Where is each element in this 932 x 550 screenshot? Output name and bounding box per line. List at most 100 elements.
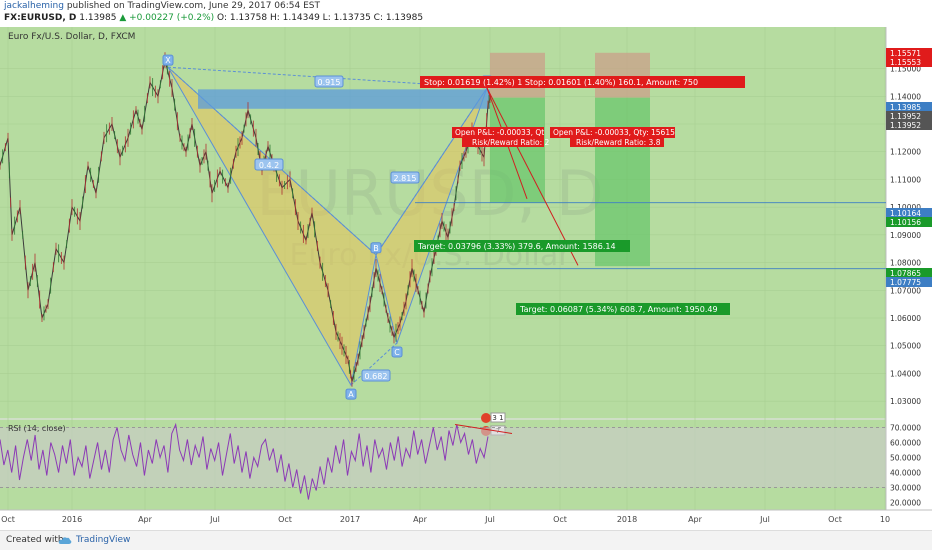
resistance-zone: [198, 89, 490, 109]
rsi-y-tick: 20.0000: [890, 499, 921, 508]
x-tick-label: Apr: [413, 515, 428, 524]
ohlc-values: O: 1.13758 H: 1.14349 L: 1.13735 C: 1.13…: [217, 13, 424, 23]
rsi-y-tick: 50.0000: [890, 454, 921, 463]
pattern-point-bg: [370, 242, 382, 254]
rr-2-bg: [570, 137, 664, 147]
ratio-label-bg: [314, 75, 344, 88]
chart-header: jackalheming published on TradingView.co…: [0, 0, 932, 27]
pattern-ac-line: [350, 342, 398, 386]
ratio-label: 0.915: [318, 78, 341, 87]
target-label-2: Target: 0.06087 (5.34%) 608.7, Amount: 1…: [519, 305, 718, 314]
ratio-label: 2.815: [394, 174, 417, 183]
x-tick-label: 2016: [62, 515, 82, 524]
stop-label: Stop: 0.01619 (1.42%) 1 Stop: 0.01601 (1…: [424, 78, 698, 87]
y-tick-label: 1.07000: [890, 286, 921, 295]
x-tick-label: Jul: [759, 515, 770, 524]
pnl-1-bg: [452, 127, 544, 138]
rr-1-bg: [462, 137, 544, 147]
price-tag: 1.07775: [890, 278, 921, 287]
price-change: ▲ +0.00227 (+0.2%): [119, 13, 215, 23]
y-tick-label: 1.06000: [890, 314, 921, 323]
pattern-point-bg: [391, 346, 403, 358]
price-tag-bg: [886, 48, 932, 58]
pattern-point-label: C: [394, 348, 400, 357]
x-tick-label: 2017: [340, 515, 360, 524]
y-tick-label: 1.15000: [890, 65, 921, 74]
price-tag-bg: [886, 102, 932, 112]
pnl-2-bg: [550, 127, 675, 138]
price-tag-bg: [886, 208, 932, 218]
target-1-bg: [414, 240, 630, 252]
rr-label-2: Risk/Reward Ratio: 3.8: [576, 138, 661, 147]
event-marker-1: [481, 413, 491, 423]
price-tag: 1.15571: [890, 49, 921, 58]
pattern-point-label: A: [348, 390, 354, 399]
x-tick-label: Jul: [209, 515, 220, 524]
chart-area[interactable]: EURUSD, D Euro Fx/U.S. Dollar Euro Fx/U.S.…: [0, 27, 932, 530]
pattern-point-label: B: [373, 244, 379, 253]
rsi-y-tick: 40.0000: [890, 469, 921, 478]
y-tick-label: 1.09000: [890, 231, 921, 240]
created-with-text: Created with: [6, 535, 64, 545]
pnl-label-1: Open P&L: -0.00033, Qt: [455, 128, 544, 137]
pattern-bd-line: [375, 87, 488, 256]
y-tick-label: 1.03000: [890, 397, 921, 406]
ratio-label-bg: [254, 158, 284, 171]
ratio-label-bg: [390, 171, 420, 184]
time-axis-bg: [0, 510, 932, 530]
author-link[interactable]: jackalheming: [4, 1, 64, 11]
price-tag: 1.13952: [890, 121, 921, 130]
event-box-1: [490, 412, 506, 423]
price-tag-bg: [886, 277, 932, 287]
ratio-label: 0.682: [365, 372, 388, 381]
x-tick-label: Jul: [484, 515, 495, 524]
x-tick-label: Oct: [828, 515, 842, 524]
ratio-label: 0.4.2: [259, 161, 279, 170]
rsi-band: [0, 427, 886, 488]
pattern-point-bg: [345, 388, 357, 400]
projection-arrow-2: [486, 87, 579, 266]
pnl-label-2: Open P&L: -0.00033, Qty: 15615: [553, 128, 675, 137]
price-tag-bg: [886, 268, 932, 278]
tradingview-cloud-icon: [58, 537, 72, 544]
y-tick-label: 1.05000: [890, 342, 921, 351]
rsi-title: RSI (14, close): [8, 424, 66, 433]
y-tick-label: 1.11000: [890, 175, 921, 184]
x-tick-label: Oct: [278, 515, 292, 524]
price-tag: 1.10156: [890, 218, 921, 227]
y-tick-label: 1.10000: [890, 203, 921, 212]
pattern-point-bg: [162, 54, 174, 66]
position-target-zone-1: [490, 97, 545, 203]
event-label-1: 3 1: [492, 414, 503, 422]
x-tick-label: Oct: [1, 515, 15, 524]
rsi-series: [0, 422, 489, 500]
price-tag: 1.13952: [890, 112, 921, 121]
y-tick-label: 1.12000: [890, 148, 921, 157]
symbol: FX:EURUSD, D: [4, 13, 77, 23]
price-tag-bg: [886, 217, 932, 227]
ratio-label-bg: [361, 369, 391, 382]
price-tag-bg: [886, 57, 932, 67]
position-stop-zone-1: [490, 52, 545, 98]
price-tag: 1.07865: [890, 269, 921, 278]
last-price: 1.13985: [79, 13, 117, 23]
published-text: published on TradingView.com, June 29, 2…: [66, 1, 320, 11]
rsi-y-tick: 60.0000: [890, 439, 921, 448]
symbol-line: FX:EURUSD, D 1.13985 ▲ +0.00227 (+0.2%) …: [4, 13, 423, 23]
price-tag: 1.15553: [890, 58, 921, 67]
y-tick-label: 1.04000: [890, 369, 921, 378]
price-tag-bg: [886, 111, 932, 121]
x-tick-label: 10: [880, 515, 890, 524]
price-tag: 1.13985: [890, 103, 921, 112]
y-tick-label: 1.14000: [890, 92, 921, 101]
stop-label-bg: [420, 76, 745, 88]
rr-label-1: Risk/Reward Ratio: 2: [472, 138, 550, 147]
x-tick-label: 2018: [617, 515, 637, 524]
position-stop-zone-2: [595, 52, 650, 98]
footer: Created with TradingView: [0, 530, 932, 550]
rsi-y-tick: 30.0000: [890, 484, 921, 493]
tradingview-brand[interactable]: TradingView: [76, 535, 131, 545]
publish-line: jackalheming published on TradingView.co…: [4, 1, 320, 11]
x-tick-label: Oct: [553, 515, 567, 524]
